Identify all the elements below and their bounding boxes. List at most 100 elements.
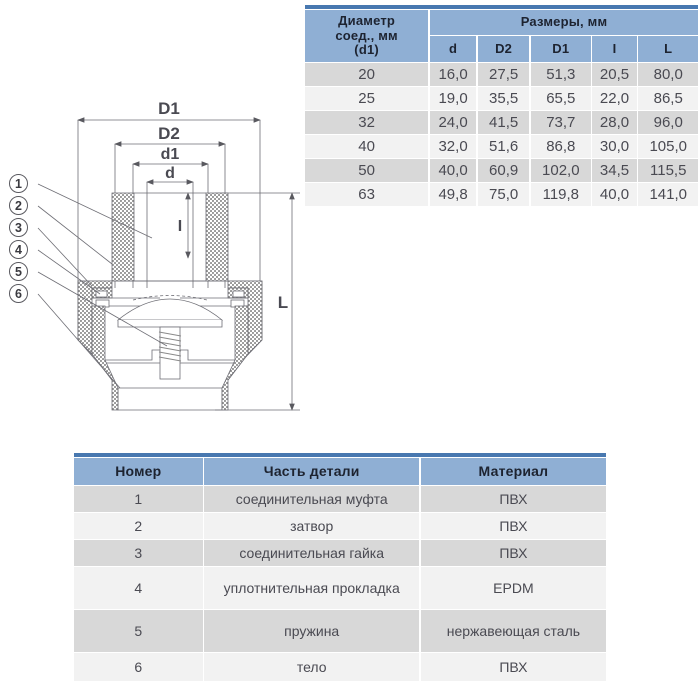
cell-I: 40,0 [592, 183, 637, 206]
cell-D2: 60,9 [477, 159, 530, 182]
col-separator [529, 36, 532, 62]
col-separator [418, 567, 421, 609]
cell-D1: 86,8 [531, 135, 591, 158]
col-separator [202, 653, 205, 681]
cell-L: 80,0 [638, 63, 698, 86]
col-separator [590, 111, 593, 134]
col-separator [428, 63, 430, 86]
col-separator [476, 87, 478, 110]
cell-number: 3 [74, 540, 203, 566]
dim-label-I: I [178, 218, 182, 235]
col-separator [476, 183, 478, 206]
col-separator [636, 63, 639, 86]
cell-D2: 75,0 [477, 183, 530, 206]
valve-drawing-svg: D1 D2 d1 d I L [37, 99, 300, 411]
col-separator [636, 135, 639, 158]
table-row: 3 соединительная гайка ПВХ [74, 540, 606, 566]
col-separator [418, 458, 421, 485]
top-rule [305, 5, 698, 9]
dim-label-D1: D1 [158, 99, 180, 118]
col-separator [418, 513, 421, 539]
header-D1: D1 [531, 36, 591, 62]
parts-header-row: Номер Часть детали Материал [74, 458, 606, 485]
cell-D1: 102,0 [531, 159, 591, 182]
col-separator [202, 567, 205, 609]
valve-cross-section-drawing: D1 D2 d1 d I L 1 2 3 4 5 6 [0, 88, 310, 428]
cell-part: затвор [204, 513, 419, 539]
col-separator [202, 540, 205, 566]
cell-part: тело [204, 653, 419, 681]
col-separator [636, 36, 639, 62]
callout-5: 5 [9, 262, 28, 281]
table-row: 6 тело ПВХ [74, 653, 606, 681]
cell-D2: 51,6 [477, 135, 530, 158]
header-part: Часть детали [204, 458, 419, 485]
cell-material: EPDM [420, 567, 606, 609]
header-connection-diameter: Диаметр соед., мм (d1) [305, 10, 429, 62]
table-row: 2 затвор ПВХ [74, 513, 606, 539]
cell-number: 1 [74, 486, 203, 512]
cell-D1: 51,3 [531, 63, 591, 86]
cell-d: 24,0 [429, 111, 477, 134]
col-separator [476, 63, 478, 86]
col-separator [202, 610, 205, 652]
col-separator [636, 87, 639, 110]
col-separator [590, 159, 593, 182]
col-separator [529, 159, 532, 182]
cell-D2: 41,5 [477, 111, 530, 134]
col-separator [418, 486, 421, 512]
top-rule [74, 453, 606, 457]
cell-D1: 119,8 [531, 183, 591, 206]
cell-I: 34,5 [592, 159, 637, 182]
cell-D1: 73,7 [531, 111, 591, 134]
cell-part: соединительная муфта [204, 486, 419, 512]
cell-L: 105,0 [638, 135, 698, 158]
header-line-2: соед., мм [335, 27, 398, 43]
table-top-rule-row [74, 453, 606, 457]
header-line-3: (d1) [354, 42, 379, 58]
header-line-1: Диаметр [338, 13, 396, 29]
cell-d1: 20 [305, 63, 429, 86]
cell-I: 20,5 [592, 63, 637, 86]
cell-d1: 63 [305, 183, 429, 206]
table-row: 32 24,0 41,5 73,7 28,0 96,0 [305, 111, 698, 134]
callout-6: 6 [9, 284, 28, 303]
callout-2: 2 [9, 196, 28, 215]
col-separator [590, 87, 593, 110]
col-separator [636, 183, 639, 206]
col-separator [529, 183, 532, 206]
col-separator [476, 135, 478, 158]
cell-d: 40,0 [429, 159, 477, 182]
cell-d: 16,0 [429, 63, 477, 86]
table-row: 25 19,0 35,5 65,5 22,0 86,5 [305, 87, 698, 110]
cell-D1: 65,5 [531, 87, 591, 110]
table-row: 63 49,8 75,0 119,8 40,0 141,0 [305, 183, 698, 206]
cell-material: нержавеющая сталь [420, 610, 606, 652]
callout-3: 3 [9, 218, 28, 237]
col-separator [428, 159, 430, 182]
col-separator [428, 183, 430, 206]
table-row: 5 пружина нержавеющая сталь [74, 610, 606, 652]
cell-part: пружина [204, 610, 419, 652]
col-separator [476, 36, 478, 62]
cell-I: 30,0 [592, 135, 637, 158]
cell-number: 2 [74, 513, 203, 539]
cell-number: 6 [74, 653, 203, 681]
cell-d1: 50 [305, 159, 429, 182]
header-d: d [429, 36, 477, 62]
dim-label-L: L [278, 293, 288, 312]
cell-d: 49,8 [429, 183, 477, 206]
col-separator [590, 36, 593, 62]
cell-part: уплотнительная прокладка [204, 567, 419, 609]
cell-I: 22,0 [592, 87, 637, 110]
header-number: Номер [74, 458, 203, 485]
cell-d1: 25 [305, 87, 429, 110]
col-separator [428, 10, 430, 62]
col-separator [590, 183, 593, 206]
table-row: 4 уплотнительная прокладка EPDM [74, 567, 606, 609]
col-separator [529, 87, 532, 110]
col-separator [636, 111, 639, 134]
cell-material: ПВХ [420, 486, 606, 512]
dim-label-d1: d1 [161, 146, 180, 163]
col-separator [428, 135, 430, 158]
